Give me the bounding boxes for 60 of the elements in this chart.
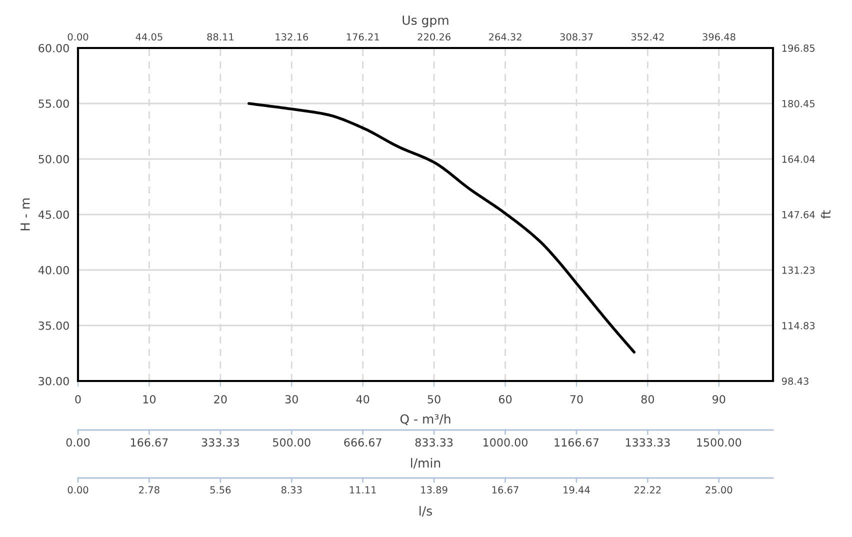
x-tick-label: 80: [641, 395, 654, 404]
text: 1333.33: [626, 438, 670, 447]
text: l/s: [420, 506, 432, 517]
text: 0.00: [66, 438, 90, 447]
y-tick-label: 45.00: [38, 210, 69, 219]
text: l/min: [411, 458, 440, 469]
y-tick-label: 30.00: [38, 376, 69, 386]
y-tick-label: 60.00: [38, 44, 69, 52]
y-tick-label: 50.00: [38, 154, 69, 164]
y2-tick-label: 164.04: [782, 155, 815, 163]
y2-axis-title: ft: [820, 210, 830, 219]
x2-tick-label: 220.26: [418, 33, 450, 41]
x-tick-label: 60: [498, 395, 512, 404]
text: 13.89: [421, 486, 448, 494]
x-tick-label: 20: [214, 395, 227, 404]
y2-tick-label: 180.45: [782, 100, 815, 108]
x2-tick-label: 176.21: [346, 33, 379, 41]
x-tick-label: 50: [428, 395, 440, 404]
x-tick-label: 70: [570, 395, 583, 404]
text: 0.00: [68, 486, 88, 494]
text: 25.00: [706, 486, 732, 494]
x-tick-label: 40: [356, 395, 370, 404]
x-tick-label: 30: [285, 395, 298, 404]
y-tick-label: 55.00: [38, 99, 69, 108]
y2-tick-label: 147.64: [782, 210, 815, 218]
x2-tick-label: 352.42: [631, 33, 664, 41]
text: 1000.00: [484, 438, 528, 447]
x-tick-label: 0: [75, 395, 81, 404]
text: 22.22: [634, 486, 661, 494]
x2-tick-label: 264.32: [489, 33, 522, 41]
y2-tick-label: 114.83: [782, 322, 815, 330]
y-axis-title: H - m: [20, 198, 30, 230]
text: 166.67: [130, 438, 168, 447]
x-tick-label: 10: [143, 395, 156, 404]
x2-tick-label: 132.16: [276, 33, 308, 41]
x2-tick-label: 308.37: [560, 33, 593, 41]
text: 19.44: [564, 486, 590, 494]
text: 1166.67: [554, 438, 598, 447]
y2-tick-label: 98.43: [782, 377, 808, 385]
y-tick-label: 40.00: [38, 266, 69, 274]
y2-tick-label: 196.85: [782, 44, 815, 52]
text: 16.67: [492, 486, 518, 494]
text: 2.78: [139, 486, 160, 494]
x2-tick-label: 44.05: [136, 33, 162, 41]
y-tick-label: 35.00: [38, 321, 69, 330]
text: 333.33: [202, 438, 239, 447]
x-tick-label: 90: [712, 395, 726, 404]
x2-axis-title: Us gpm: [402, 16, 448, 28]
text: 8.33: [281, 486, 302, 494]
x2-tick-label: 0.00: [68, 33, 88, 41]
text: 500.00: [273, 438, 310, 447]
x2-tick-label: 88.11: [207, 33, 234, 41]
x2-tick-label: 396.48: [702, 33, 736, 41]
x-axis-title: Q - m³/h: [400, 414, 450, 426]
y2-tick-label: 131.23: [782, 266, 815, 274]
text: 833.33: [415, 438, 453, 447]
text: 11.11: [350, 486, 376, 494]
text: 666.67: [344, 438, 382, 447]
text: 1500.00: [697, 438, 742, 447]
text: 5.56: [210, 486, 231, 494]
